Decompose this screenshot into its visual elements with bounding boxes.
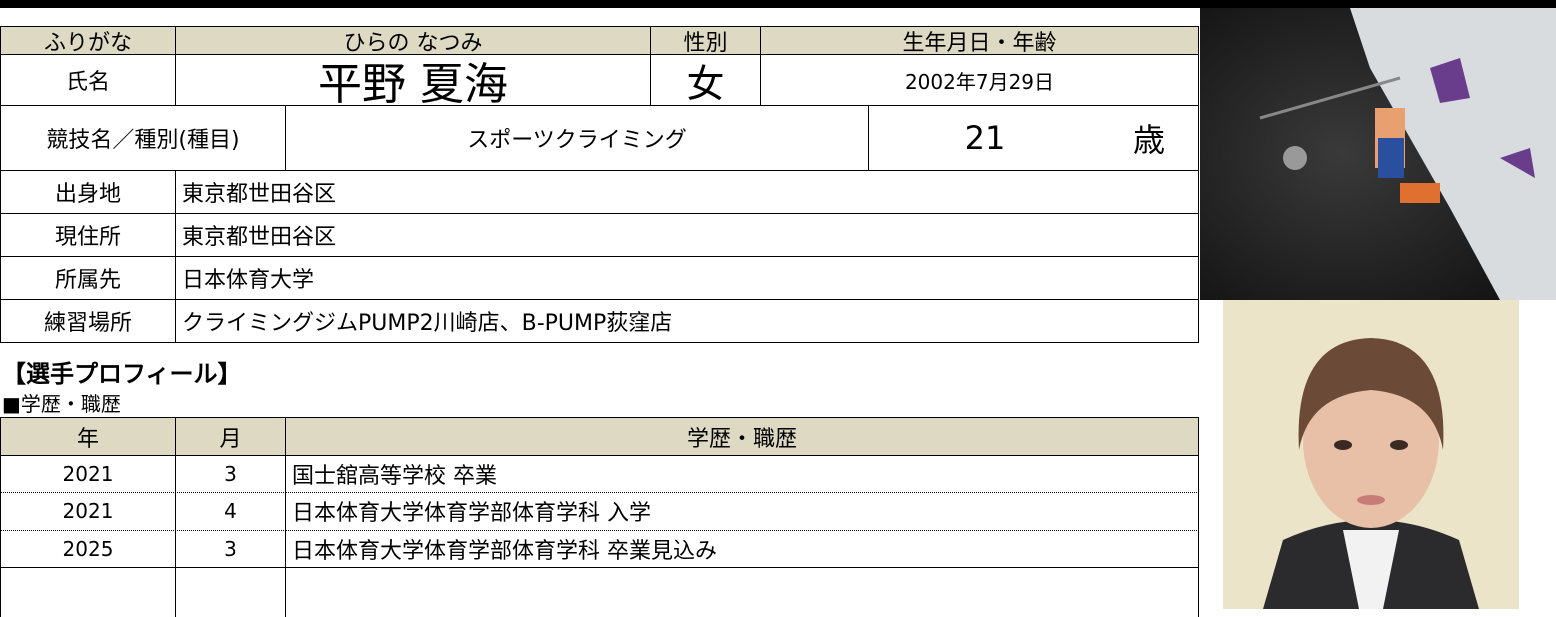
top-bar [0,0,1556,8]
history-cell: 日本体育大学体育学部体育学科 卒業見込み [285,530,1199,568]
column-header: 学歴・職歴 [285,417,1199,456]
subsection-title: ■学歴・職歴 [2,392,121,416]
history-cell: 国士舘高等学校 卒業 [285,455,1199,493]
year-cell: 2025 [0,530,176,568]
age-unit: 歳 [1100,105,1199,171]
field-value: 東京都世田谷区 [175,213,1199,257]
furigana: ひらの なつみ [175,26,651,55]
column-header: 年 [0,417,176,456]
climbing-photo [1200,8,1556,300]
field-value: クライミングジムPUMP2川崎店、B-PUMP荻窪店 [175,299,1199,343]
field-label: 現住所 [0,213,176,257]
section-title: 【選手プロフィール】 [2,360,242,388]
name: 平野 夏海 [175,54,651,106]
birthdate: 2002年7月29日 [760,54,1199,106]
month-cell: 4 [175,492,286,531]
month-cell: 3 [175,455,286,493]
history-cell: 日本体育大学体育学部体育学科 入学 [285,492,1199,531]
month-cell: 3 [175,530,286,568]
empty-cell [285,567,1199,617]
field-value: 東京都世田谷区 [175,170,1199,214]
field-label: 練習場所 [0,299,176,343]
field-value: 日本体育大学 [175,256,1199,300]
label: 生年月日・年齢 [760,26,1199,55]
label: 競技名／種別(種目) [0,105,286,171]
label: ふりがな [0,26,176,55]
empty-cell [175,567,286,617]
sport: スポーツクライミング [285,105,869,171]
empty-cell [0,567,176,617]
year-cell: 2021 [0,455,176,493]
label: 氏名 [0,54,176,106]
age: 21 [868,105,1101,171]
portrait-photo [1223,300,1519,609]
label: 性別 [650,26,761,55]
gender: 女 [650,54,761,106]
field-label: 出身地 [0,170,176,214]
year-cell: 2021 [0,492,176,531]
field-label: 所属先 [0,256,176,300]
column-header: 月 [175,417,286,456]
